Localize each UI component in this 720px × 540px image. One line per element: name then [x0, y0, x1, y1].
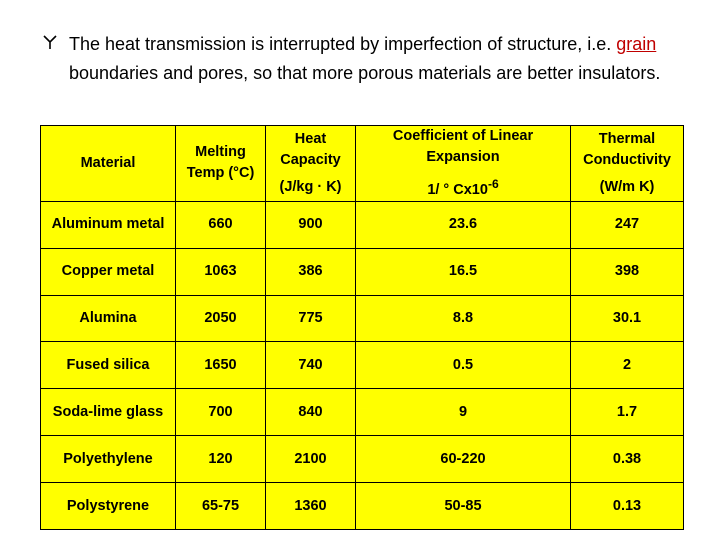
table-cell: 0.13 — [570, 482, 684, 530]
table-cell: 2 — [570, 341, 684, 390]
table-cell: 386 — [265, 247, 356, 296]
header-title: Thermal Conductivity — [583, 130, 671, 168]
table-row: Aluminum metal 660 900 23.6 247 — [40, 200, 684, 249]
table-cell: Aluminum metal — [40, 200, 176, 249]
unit-text: 1/ ° Cx10 — [427, 181, 488, 198]
header-row: Material Melting Temp (°C) Heat Capacity (J… — [40, 125, 684, 202]
table-cell: 740 — [265, 341, 356, 390]
header-title: Material — [80, 154, 136, 171]
header-unit: (J/kg · K) — [268, 177, 353, 198]
table-cell: 65-75 — [175, 482, 266, 530]
table-cell: 398 — [570, 247, 684, 296]
header-cell: Heat Capacity (J/kg · K) — [265, 125, 356, 202]
header-cell: Material — [40, 125, 176, 202]
table-cell: 23.6 — [355, 200, 571, 249]
table-cell: 9 — [355, 388, 571, 437]
table-cell: Polystyrene — [40, 482, 176, 530]
underlined-text: grain — [616, 34, 657, 54]
table-cell: 700 — [175, 388, 266, 437]
table-cell: Polyethylene — [40, 435, 176, 484]
bullet-text: The heat transmission is interrupted by … — [69, 30, 699, 88]
table-cell: 2100 — [265, 435, 356, 484]
bullet-icon — [43, 35, 57, 49]
table-row: Fused silica 1650 740 0.5 2 — [40, 341, 684, 390]
unit-text: (W/m K) — [599, 178, 655, 195]
table-cell: 1.7 — [570, 388, 684, 437]
table-cell: Fused silica — [40, 341, 176, 390]
table-cell: 0.38 — [570, 435, 684, 484]
table-cell: 120 — [175, 435, 266, 484]
table-cell: 1063 — [175, 247, 266, 296]
table-cell: 8.8 — [355, 294, 571, 343]
table-cell: 840 — [265, 388, 356, 437]
table-cell: 16.5 — [355, 247, 571, 296]
table-cell: Alumina — [40, 294, 176, 343]
table-cell: 660 — [175, 200, 266, 249]
header-title: Melting Temp (°C) — [186, 144, 255, 182]
text: The heat transmission is interrupted by … — [69, 34, 617, 54]
table-cell: 900 — [265, 200, 356, 249]
header-title: Heat Capacity — [280, 130, 341, 168]
table-cell: 247 — [570, 200, 684, 249]
header-cell: Melting Temp (°C) — [175, 125, 266, 202]
table-cell: Copper metal — [40, 247, 176, 296]
unit-text: (J/kg · K) — [279, 178, 342, 195]
table-cell: 1650 — [175, 341, 266, 390]
table-cell: 60-220 — [355, 435, 571, 484]
unit-superscript: -6 — [487, 177, 499, 191]
table-cell: 1360 — [265, 482, 356, 530]
table-row: Copper metal 1063 386 16.5 398 — [40, 247, 684, 296]
header-cell: Thermal Conductivity (W/m K) — [570, 125, 684, 202]
table-cell: 0.5 — [355, 341, 571, 390]
header-title: Coefficient of Linear Expansion — [392, 128, 534, 165]
table-cell: Soda-lime glass — [40, 388, 176, 437]
table-row: Soda-lime glass 700 840 9 1.7 — [40, 388, 684, 437]
table-cell: 2050 — [175, 294, 266, 343]
header-cell: Coefficient of Linear Expansion 1/ ° Cx10… — [355, 125, 571, 202]
table-row: Alumina 2050 775 8.8 30.1 — [40, 294, 684, 343]
properties-table: Material Melting Temp (°C) Heat Capacity (J… — [40, 125, 684, 530]
text: boundaries and pores, so that more porou… — [69, 63, 661, 83]
table-cell: 30.1 — [570, 294, 684, 343]
table-cell: 775 — [265, 294, 356, 343]
header-unit: 1/ ° Cx10-6 — [358, 174, 568, 201]
table-row: Polyethylene 120 2100 60-220 0.38 — [40, 435, 684, 484]
header-unit: (W/m K) — [573, 177, 681, 198]
table-cell: 50-85 — [355, 482, 571, 530]
table-row: Polystyrene 65-75 1360 50-85 0.13 — [40, 482, 684, 530]
